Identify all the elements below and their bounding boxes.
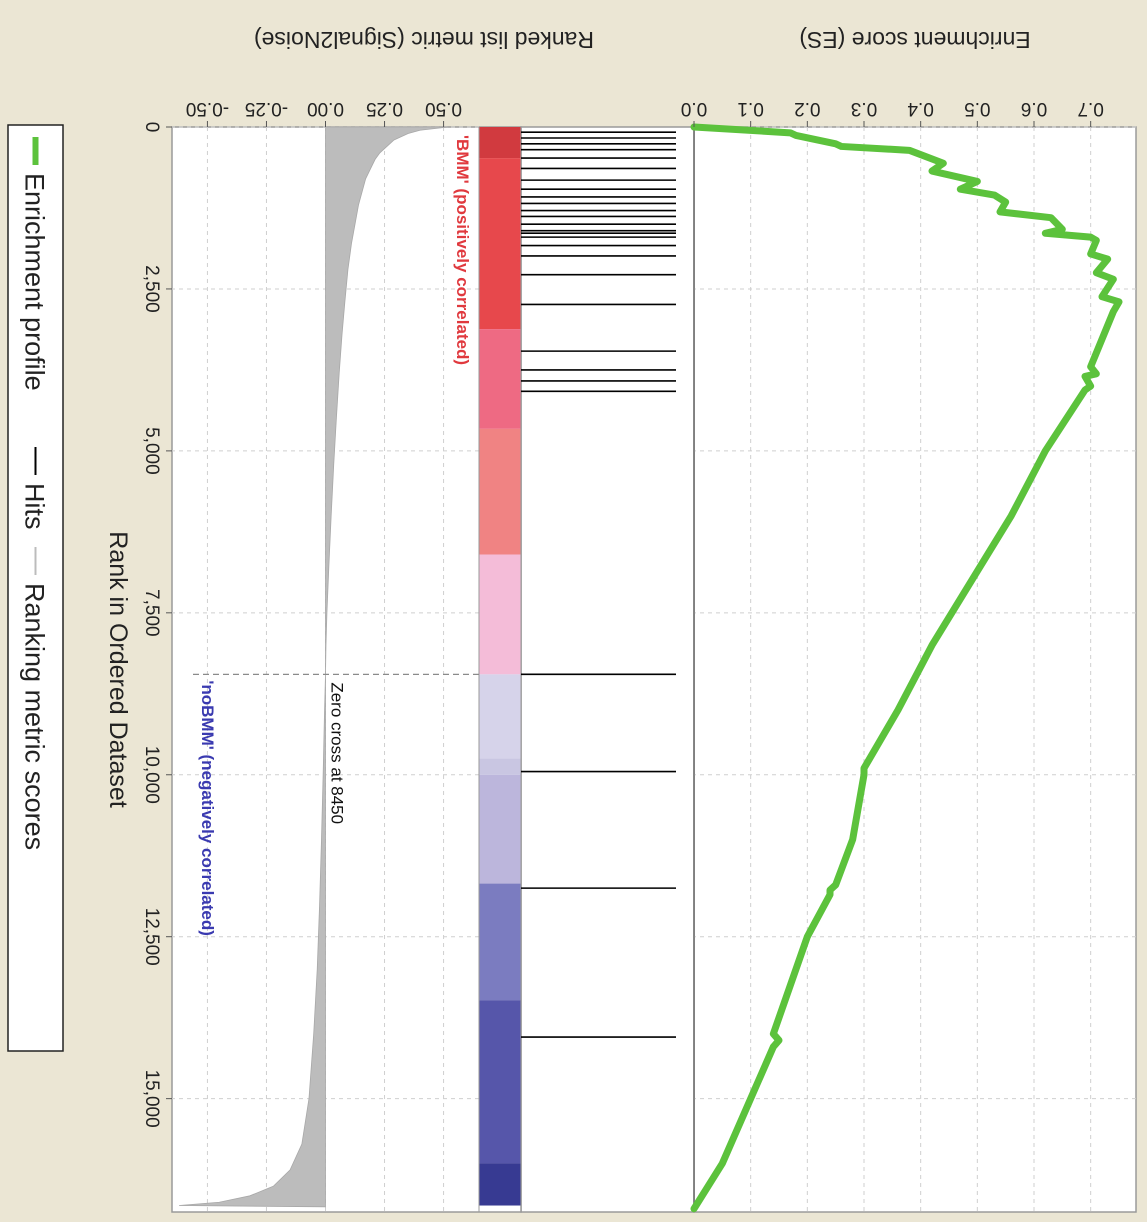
es-y-tick-label: 0.6 (1021, 98, 1047, 119)
metric-y-tick-label: 0.00 (307, 98, 344, 119)
negative-correlation-label: 'noBMM' (negatively correlated) (198, 680, 217, 936)
heat-bar-segment (479, 774, 521, 884)
x-tick-label: 15,000 (141, 1070, 162, 1128)
es-y-tick-label: 0.7 (1077, 98, 1103, 119)
heat-bar-segment (479, 1000, 521, 1164)
heat-bar-segment (479, 883, 521, 1001)
heat-bar-segment (479, 758, 521, 775)
es-y-tick-label: 0.0 (681, 98, 707, 119)
legend (7, 124, 64, 1052)
legend-label: Enrichment profile (20, 173, 50, 391)
heat-bar-segment (479, 674, 521, 759)
x-tick-label: 10,000 (141, 746, 162, 804)
metric-y-tick-label: -0.50 (186, 98, 229, 119)
x-tick-label: 12,500 (141, 908, 162, 966)
heat-bar-segment (479, 554, 521, 675)
legend-label: Hits (20, 483, 50, 530)
x-tick-label: 5,000 (141, 427, 162, 475)
enrichment-profile-line (690, 123, 1123, 1213)
es-y-tick-label: 0.2 (794, 98, 820, 119)
metric-y-tick-label: 0.25 (366, 98, 403, 119)
metric-y-tick-label: -0.25 (245, 98, 288, 119)
es-panel (693, 126, 1137, 1213)
heat-bar-segment (479, 1163, 521, 1206)
zero-cross-label: Zero cross at 8450 (328, 682, 347, 824)
es-y-tick-label: 0.5 (964, 98, 990, 119)
es-y-tick-label: 0.4 (907, 98, 934, 119)
heat-bar-segment (479, 158, 521, 330)
x-axis-title: Rank in Ordered Dataset (104, 531, 132, 808)
x-tick-label: 7,500 (141, 589, 162, 637)
heat-bar-segment (479, 428, 521, 555)
x-tick-label: 0 (141, 122, 162, 133)
heat-bar-segment (479, 127, 521, 159)
positive-correlation-label: 'BMM' (positively correlated) (453, 135, 472, 365)
legend-label: Ranking metric scores (20, 583, 50, 850)
x-tick-label: 2,500 (141, 265, 162, 313)
es-y-axis-title: Enrichment score (ES) (799, 27, 1030, 53)
metric-y-axis-title: Ranked list metric (Signal2Noise) (254, 27, 594, 53)
es-y-tick-label: 0.3 (851, 98, 877, 119)
es-y-tick-label: 0.1 (737, 98, 763, 119)
metric-y-tick-label: 0.50 (425, 98, 462, 119)
hits-panel (520, 126, 695, 1213)
ranking-metric-area (179, 126, 449, 1208)
heat-bar-segment (479, 329, 521, 429)
